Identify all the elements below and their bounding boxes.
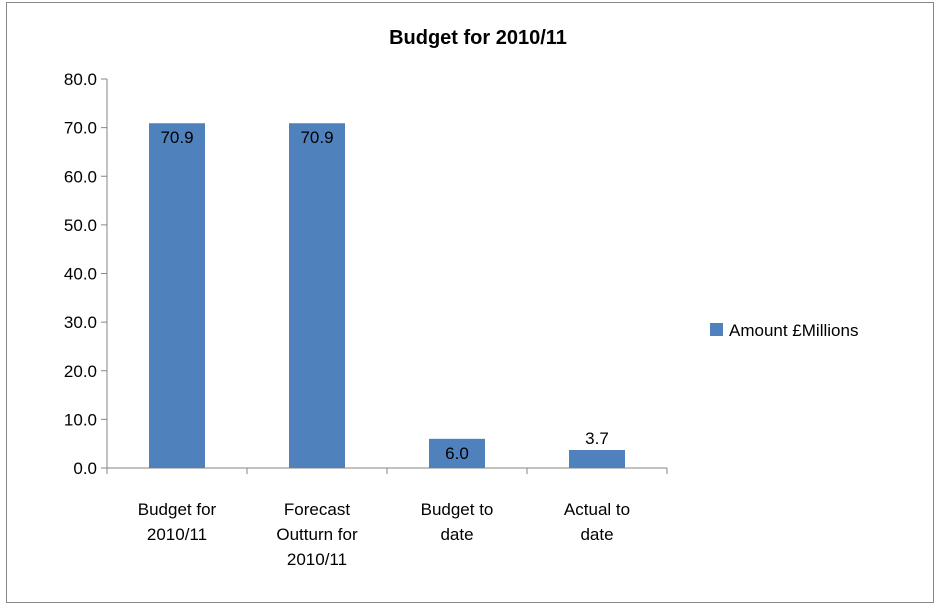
legend: Amount £Millions [710, 321, 858, 340]
legend-label: Amount £Millions [729, 321, 858, 340]
y-tick-label: 20.0 [64, 362, 97, 381]
bar [149, 123, 205, 468]
x-tick-label: Budget to [421, 500, 494, 519]
bar [289, 123, 345, 468]
y-tick-label: 30.0 [64, 313, 97, 332]
plot-area: 0.0 10.0 20.0 30.0 40.0 50.0 60.0 70.0 80.0 70.9 B… [64, 70, 668, 569]
y-tick-label: 10.0 [64, 410, 97, 429]
y-tick-label: 40.0 [64, 265, 97, 284]
x-tick-label: date [580, 525, 613, 544]
y-tick-label: 80.0 [64, 70, 97, 89]
y-tick-label: 0.0 [73, 459, 97, 478]
y-tick-label: 60.0 [64, 167, 97, 186]
bar [569, 450, 625, 468]
bar [429, 438, 485, 468]
data-label: 70.9 [160, 128, 193, 147]
legend-swatch [710, 323, 723, 336]
x-tick-label: Actual to [564, 500, 630, 519]
x-tick-label: 2010/11 [147, 525, 207, 544]
chart-title: Budget for 2010/11 [389, 27, 567, 49]
x-tick-label: Outturn for [276, 525, 358, 544]
x-tick-label: 2010/11 [287, 550, 347, 569]
x-tick-label: date [440, 525, 473, 544]
data-label: 3.7 [585, 429, 609, 448]
x-tick-label: Forecast [284, 500, 350, 519]
x-tick-label: Budget for [138, 500, 217, 519]
y-tick-label: 70.0 [64, 119, 97, 138]
data-label: 70.9 [300, 128, 333, 147]
data-label: 6.0 [445, 444, 469, 463]
y-tick-label: 50.0 [64, 216, 97, 235]
